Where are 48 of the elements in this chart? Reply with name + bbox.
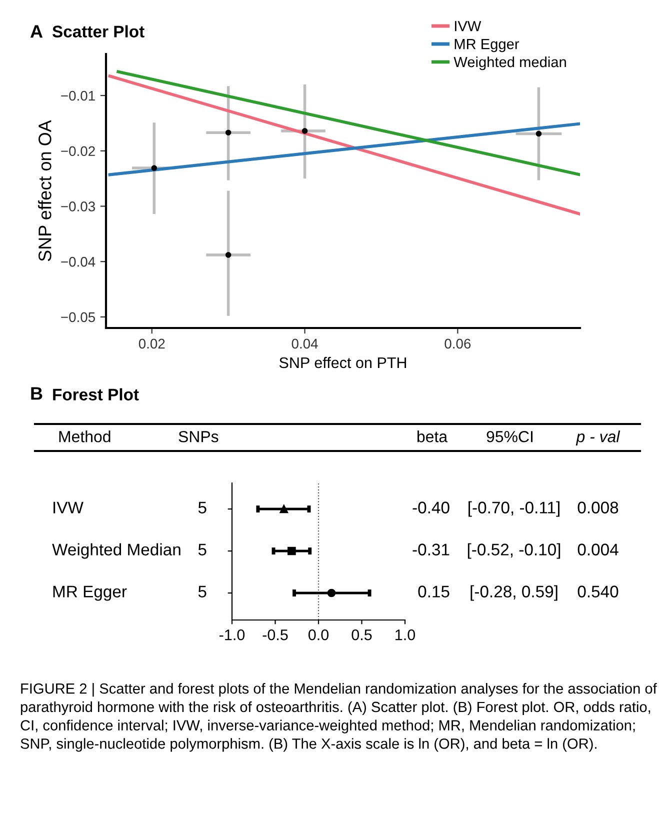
text: [-0.70, -0.11]	[468, 501, 560, 517]
text: 0.540	[578, 586, 618, 598]
x-tick-label: -0.5	[262, 629, 288, 640]
text: A	[30, 25, 43, 38]
x-tick-label: 1.0	[396, 629, 416, 640]
x-tick-label: 0.0	[308, 629, 329, 640]
text: SNPs	[178, 430, 218, 442]
x-axis-title: SNP effect on PTH	[279, 356, 406, 368]
x-tick-label: 0.06	[444, 338, 471, 349]
x-tick-label: 0.02	[138, 338, 165, 349]
text: 95%CI	[486, 430, 532, 442]
text: 5	[198, 586, 206, 598]
point	[225, 252, 232, 258]
chart-title: Scatter Plot	[52, 25, 144, 38]
y-tick-label: −0.01	[61, 90, 95, 101]
point	[536, 130, 542, 137]
text: beta	[417, 430, 448, 442]
text: -0.40	[412, 502, 450, 514]
y-tick-label: −0.04	[61, 256, 96, 267]
y-tick-label: −0.03	[61, 202, 95, 212]
category-label: Weighted Median	[52, 543, 180, 559]
category-label: MR Egger	[53, 586, 127, 601]
text: 5	[198, 502, 206, 514]
text: [-0.28, 0.59]	[470, 585, 558, 601]
text: 0.15	[418, 586, 450, 598]
text: p - val	[576, 430, 620, 446]
caption: FIGURE 2 | Scatter and forest plots of the Mendelian randomization analyses for the association of parathyroid hormone with the risk of osteoarthritis. (A) Scatter plot. (B) Forest plot. OR, odds ratio, CI, confidence interval; IVW, inverse-variance-weighted method; MR, Mendelian randomization; SNP, single-nucleotide polymorphism. (B) The X-axis scale is ln (OR), and beta = ln (OR).	[20, 683, 657, 752]
x-tick-label: 0.5	[352, 629, 372, 640]
text: -0.31	[412, 544, 450, 556]
text: 5	[198, 544, 206, 556]
point	[302, 128, 308, 134]
x-tick-label: -1.0	[220, 629, 245, 640]
point	[225, 130, 232, 136]
category-label: IVW	[54, 502, 84, 514]
y-tick-label: −0.02	[61, 146, 95, 156]
text: Method	[59, 430, 110, 442]
legend-label: IVW	[454, 21, 482, 32]
text: B	[31, 387, 42, 400]
text: 0.008	[578, 502, 618, 514]
point	[151, 165, 158, 171]
x-tick-label: 0.04	[292, 338, 318, 349]
legend-label: Weighted median	[454, 56, 566, 70]
legend-label: MR Egger	[454, 39, 520, 52]
text: 0.004	[578, 544, 618, 556]
y-axis-title: SNP effect on OA	[38, 120, 52, 262]
text: Forest Plot	[53, 388, 139, 400]
text: [-0.52, -0.10]	[468, 543, 560, 559]
y-tick-label: −0.05	[61, 312, 96, 322]
